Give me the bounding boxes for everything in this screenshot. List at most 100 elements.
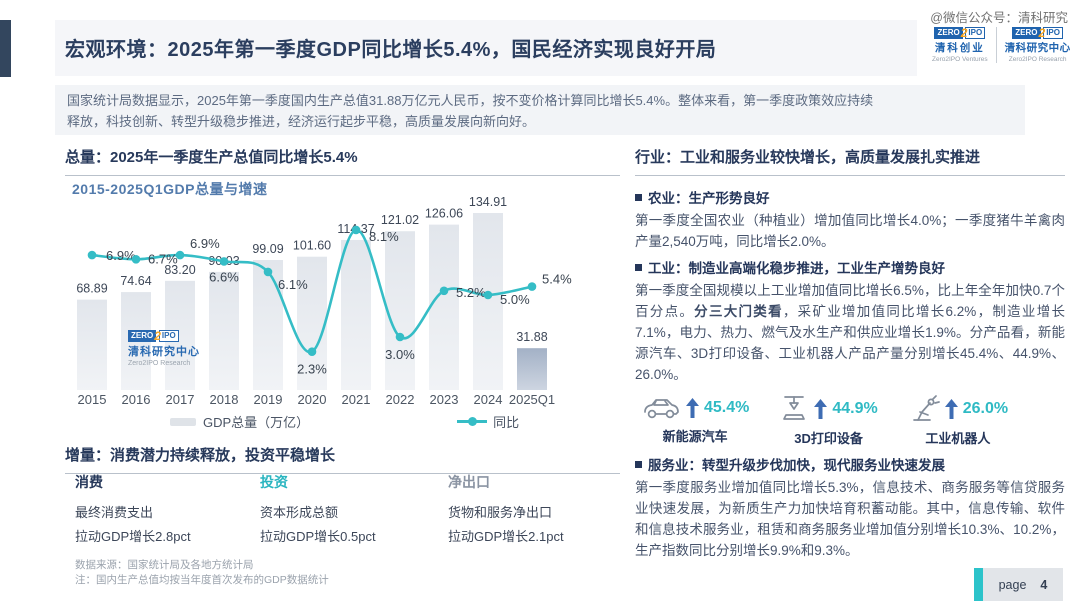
page-number: 4: [1040, 577, 1048, 592]
driver-name: 净出口: [448, 474, 490, 490]
agriculture-heading: 农业：生产形势良好: [635, 187, 1065, 207]
line-value-label: 8.1%: [369, 229, 399, 244]
logo-zero2ipo-ventures: ZERO 2 IPO 清科创业 Zero2IPO Ventures: [932, 27, 988, 63]
line-value-label: 5.4%: [542, 272, 572, 287]
driver-name: 投资: [260, 474, 288, 490]
wechat-watermark: @微信公众号：清科研究: [930, 11, 1068, 25]
line-marker: [131, 255, 141, 264]
driver-investment: 投资 资本形成总额 拉动GDP增长0.5pct: [260, 472, 440, 549]
line-marker: [263, 267, 273, 277]
line-marker: [395, 332, 405, 342]
stat-label: 工业机器人: [925, 431, 991, 446]
line-value-label: 5.0%: [500, 292, 530, 307]
page-indicator-accent: [974, 568, 983, 601]
data-source-note: 数据来源：国家统计局及各地方统计局: [75, 559, 254, 571]
bar-value-label: 83.20: [164, 263, 195, 277]
bar-value-label: 31.88: [516, 330, 547, 344]
square-bullet-icon: [635, 193, 642, 201]
services-heading: 服务业：转型升级步伐加快，现代服务业快速发展: [635, 454, 1065, 474]
driver-net-export: 净出口 货物和服务净出口 拉动GDP增长2.1pct: [448, 472, 628, 549]
logo-cn-label: 清科创业: [934, 42, 985, 54]
line-value-label: 5.2%: [456, 285, 486, 300]
line-value-label: 6.9%: [190, 236, 220, 251]
line-marker: [527, 282, 537, 291]
up-arrow-icon: [814, 399, 828, 419]
square-bullet-icon: [635, 460, 642, 468]
line-marker: [219, 257, 229, 266]
x-axis-tick: 2022: [386, 392, 415, 407]
line-value-label: 6.9%: [106, 248, 136, 263]
x-axis-tick: 2024: [474, 392, 503, 407]
gdp-bar: [341, 239, 371, 390]
x-axis-tick: 2019: [254, 392, 283, 407]
bar-value-label: 68.89: [76, 282, 107, 296]
stat-label: 新能源汽车: [662, 429, 728, 444]
section-header-total: 总量：2025年一季度生产总值同比增长5.4%: [65, 146, 620, 176]
line-value-label: 3.0%: [385, 347, 415, 362]
x-axis-tick: 2021: [342, 392, 371, 407]
stat-value: 26.0%: [962, 400, 1009, 417]
line-value-label: 6.7%: [148, 251, 178, 266]
legend-line-swatch: [457, 417, 488, 426]
legend-bar-swatch: [170, 417, 196, 426]
bar-value-label: 134.91: [469, 195, 507, 209]
stat-value: 45.4%: [704, 399, 750, 416]
line-value-label: 6.6%: [209, 269, 239, 284]
statistics-note: 注：国内生产总值均按当年度首次发布的GDP数据统计: [75, 574, 329, 586]
line-marker: [483, 290, 493, 300]
industry-heading: 工业：制造业高端化稳步推进，工业生产增势良好: [635, 257, 1065, 277]
services-heading-text: 服务业：转型升级步伐加快，现代服务业快速发展: [648, 458, 945, 473]
ev-car-icon: [644, 399, 679, 419]
page-label: page: [998, 577, 1027, 592]
chart-watermark-logo: ZERO 2 IPO 清科研究中心 Zero2IPO Research: [128, 330, 200, 367]
services-paragraph: 第一季度服务业增加值同比增长5.3%，信息技术、商务服务等信贷服务业快速发展，为…: [635, 480, 1065, 558]
legend-bar-label: GDP总量（万亿）: [203, 415, 310, 430]
gdp-chart: 68.89201574.64201683.20201790.03201899.0…: [62, 185, 622, 413]
driver-line1: 货物和服务净出口: [448, 505, 553, 520]
driver-line2: 拉动GDP增长2.1pct: [448, 529, 564, 544]
logo-divider: [995, 27, 997, 63]
gdp-bar: [77, 299, 107, 390]
bar-value-label: 126.06: [425, 207, 463, 221]
section-header-growth: 增量：消费潜力持续释放，投资平稳增长: [65, 444, 620, 474]
gdp-bar: [385, 231, 415, 390]
zero2ipo-logo-icon: ZERO 2 IPO: [934, 27, 986, 39]
x-axis-tick: 2017: [166, 392, 195, 407]
legend-line-label: 同比: [493, 415, 520, 430]
page-title: 宏观环境：2025年第一季度GDP同比增长5.4%，国民经济实现良好开局: [65, 39, 717, 61]
gdp-bar: [473, 212, 503, 390]
driver-line1: 资本形成总额: [260, 505, 339, 520]
gdp-bar: [297, 256, 327, 390]
bar-value-label: 101.60: [293, 239, 331, 253]
zero2ipo-logo-icon: ZERO 2 IPO: [1012, 27, 1063, 39]
square-bullet-icon: [635, 263, 642, 271]
agriculture-heading-text: 农业：生产形势良好: [648, 191, 770, 206]
line-marker: [175, 250, 185, 260]
driver-consumption: 消费 最终消费支出 拉动GDP增长2.8pct: [75, 472, 255, 549]
line-value-label: 2.3%: [297, 362, 327, 377]
page-indicator: page 4: [974, 568, 1063, 601]
line-value-label: 6.1%: [278, 277, 308, 292]
gdp-bar: [209, 271, 239, 390]
logo-en-label: Zero2IPO Research: [128, 360, 191, 367]
x-axis-tick: 2020: [298, 392, 327, 407]
bar-value-label: 74.64: [120, 274, 151, 288]
legend-line-dot: [468, 417, 478, 426]
x-axis-tick: 2018: [210, 392, 239, 407]
logo-en-label: Zero2IPO Ventures: [932, 56, 988, 63]
driver-line2: 拉动GDP增长0.5pct: [260, 529, 376, 544]
up-arrow-icon: [944, 399, 958, 419]
industry-stats: 45.4% 新能源汽车 44.9% 3D打印设备: [635, 394, 1065, 447]
brand-logos: ZERO 2 IPO 清科创业 Zero2IPO Ventures ZERO 2 IPO…: [932, 27, 1071, 63]
gdp-bar: [429, 224, 459, 390]
logo-en-label: Zero2IPO Research: [1008, 56, 1067, 63]
line-marker: [439, 286, 449, 296]
stat-robot-arm: 26.0% 工业机器人: [908, 394, 1008, 447]
line-marker: [87, 250, 97, 260]
gdp-bar: [253, 259, 283, 390]
title-accent-block: [0, 20, 11, 77]
stat-3d-printer: 44.9% 3D打印设备: [779, 394, 878, 447]
x-axis-tick: 2015: [78, 392, 107, 407]
gdp-bar: [517, 348, 547, 390]
